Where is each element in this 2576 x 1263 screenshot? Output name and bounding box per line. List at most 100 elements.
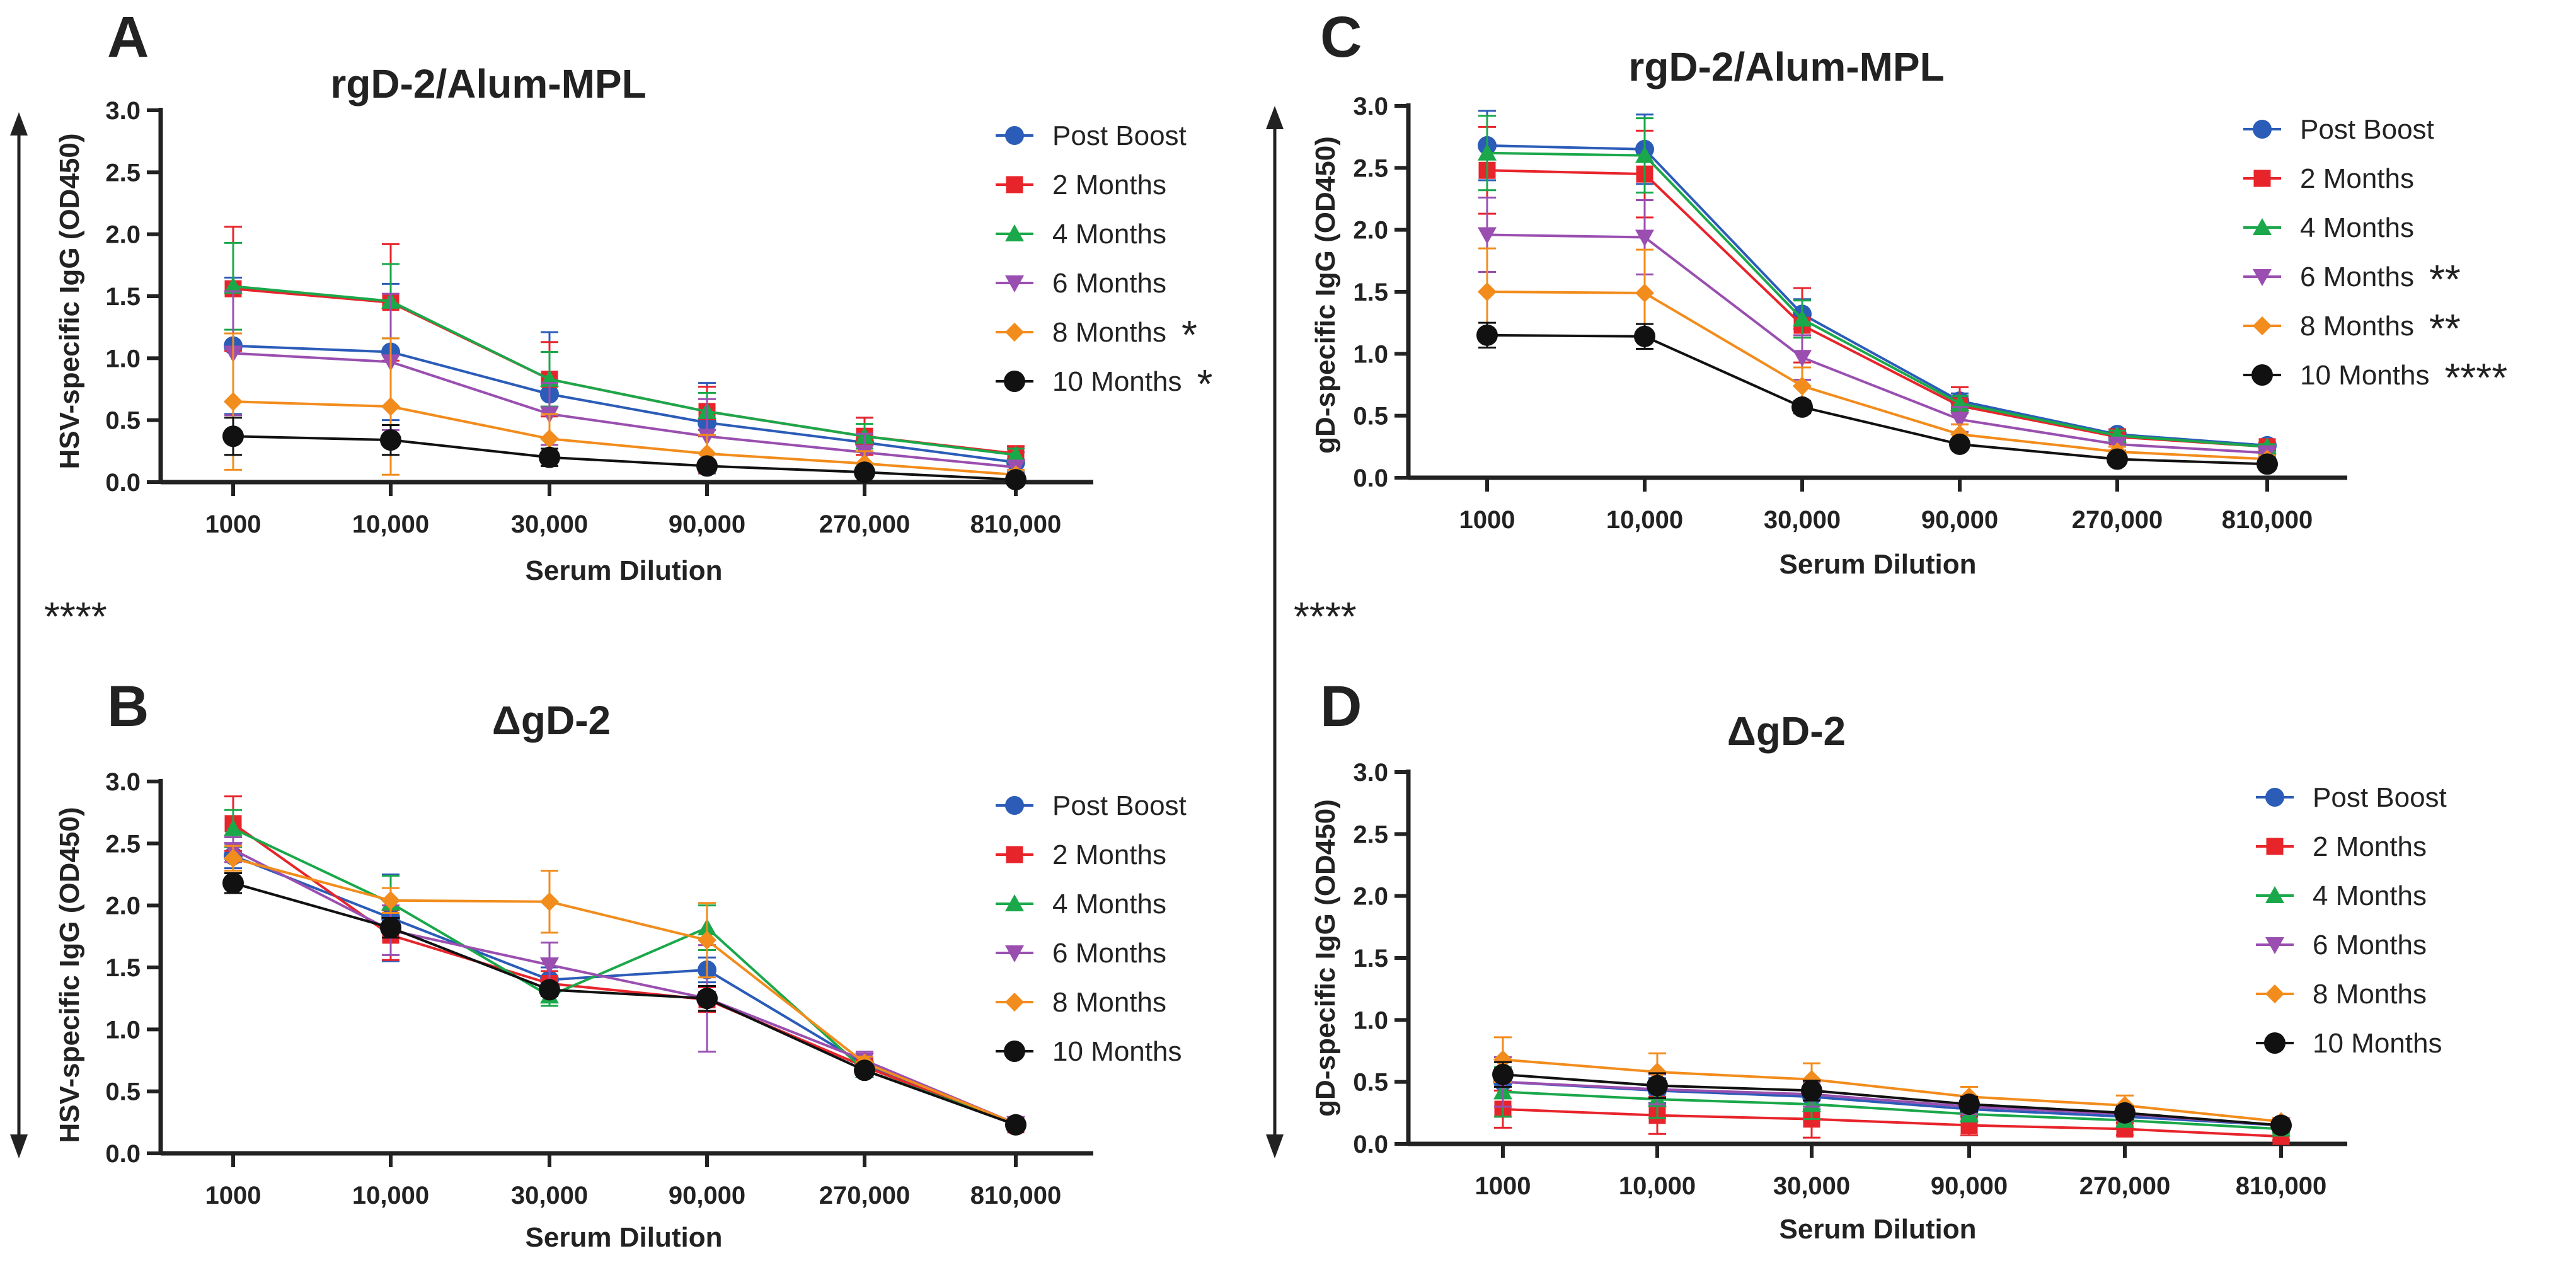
legend-item: Post Boost [996, 790, 1187, 821]
legend-marker [2253, 269, 2272, 286]
legend-marker [1005, 323, 1024, 342]
y-tick-label: 1.5 [105, 283, 141, 311]
legend: Post Boost 2 Months 4 Months 6 Months 8 Mont… [996, 120, 1212, 407]
legend-label: Post Boost [1052, 790, 1187, 821]
data-point [1647, 1075, 1668, 1097]
y-tick-label: 1.0 [105, 345, 141, 372]
x-tick-label: 10,000 [1619, 1172, 1696, 1200]
legend-label: 10 Months [1052, 1036, 1182, 1067]
series-10-months [1492, 1061, 2292, 1136]
series-line [233, 882, 1016, 1126]
legend-label: 4 Months [1052, 219, 1166, 250]
series-2-months [224, 795, 1025, 1134]
data-point [540, 957, 559, 975]
legend-marker [2253, 170, 2271, 187]
legend-item: 2 Months [2256, 831, 2427, 862]
plot-area: 0.0 0.5 1.0 1.5 2.0 2.5 3.0 1000 10,000 30,000 90,… [1353, 759, 2347, 1200]
legend-item: 8 Months ** [2243, 306, 2461, 351]
series-2-months [224, 226, 1025, 463]
x-tick-label: 10,000 [352, 1182, 429, 1209]
legend-label: 8 Months [1052, 987, 1166, 1018]
x-tick-label: 10,000 [1606, 506, 1683, 534]
y-tick-label: 1.5 [1353, 279, 1388, 306]
data-point [1801, 1080, 1822, 1102]
y-tick-label: 1.5 [1353, 945, 1388, 972]
x-axis-label: Serum Dilution [1780, 1214, 1977, 1245]
legend-marker [1005, 993, 1024, 1012]
legend-marker [1004, 1041, 1025, 1062]
legend-label: 2 Months [1052, 839, 1166, 870]
data-point [1006, 445, 1025, 463]
legend-marker [1005, 894, 1024, 911]
data-point [380, 917, 401, 939]
legend-label: 6 Months [1052, 938, 1166, 969]
y-tick-label: 0.0 [1353, 464, 1388, 492]
y-tick-label: 2.0 [1353, 217, 1388, 245]
x-tick-label: 30,000 [511, 510, 588, 538]
data-point [381, 397, 400, 417]
series-6-months [1478, 197, 2277, 463]
x-tick-label: 90,000 [669, 1182, 745, 1209]
data-point [381, 891, 400, 910]
y-tick-label: 2.0 [105, 221, 141, 249]
legend-item: 10 Months * [996, 361, 1212, 407]
legend-marker [2265, 788, 2284, 807]
x-tick-label: 1000 [205, 1182, 262, 1209]
x-tick-label: 90,000 [1921, 506, 1998, 534]
legend-significance: **** [2444, 355, 2507, 400]
legend-label: Post Boost [2300, 114, 2434, 145]
legend-label: 2 Months [2313, 831, 2427, 862]
data-point [696, 455, 718, 477]
legend-marker [1005, 126, 1024, 145]
data-point [1950, 412, 1969, 429]
legend-marker [2265, 937, 2284, 954]
x-tick-label: 90,000 [669, 510, 745, 538]
legend-item: Post Boost [2243, 114, 2434, 145]
series-line [1486, 333, 2268, 466]
data-point [1478, 282, 1497, 301]
y-tick-label: 2.5 [1353, 154, 1388, 182]
y-tick-label: 0.5 [1353, 403, 1388, 430]
legend-item: 2 Months [2243, 163, 2414, 194]
y-tick-label: 2.5 [1353, 821, 1388, 848]
series-line [1502, 1107, 2282, 1138]
chart-title: rgD-2/Alum-MPL [330, 61, 646, 107]
data-point [540, 429, 559, 449]
legend-marker [2251, 364, 2273, 386]
data-point [1635, 146, 1654, 163]
y-tick-label: 1.0 [1353, 1006, 1388, 1034]
x-tick-label: 810,000 [970, 510, 1062, 538]
data-point [1635, 229, 1654, 247]
right-comparison-bracket [1266, 106, 1284, 1158]
panel-letter: D [1320, 674, 1362, 739]
legend-item: 4 Months [996, 889, 1166, 920]
data-point [1791, 396, 1813, 418]
data-point [539, 979, 560, 1001]
legend-label: 10 Months [2313, 1028, 2442, 1059]
y-tick-label: 0.0 [105, 1140, 141, 1168]
x-tick-label: 270,000 [2079, 1172, 2171, 1200]
legend-marker [1005, 945, 1024, 962]
x-tick-label: 30,000 [511, 1182, 588, 1209]
x-tick-label: 270,000 [2072, 506, 2163, 534]
legend-label: 8 Months [2313, 979, 2427, 1010]
legend-marker [1005, 796, 1024, 815]
legend-item: 8 Months * [996, 312, 1197, 357]
legend-label: Post Boost [1052, 120, 1187, 151]
x-tick-label: 810,000 [970, 1182, 1062, 1209]
chart-title: ΔgD-2 [1727, 708, 1846, 754]
panel-b: B ΔgD-2 HSV-specific IgG (OD450) Serum D… [54, 674, 1187, 1253]
data-point [2107, 448, 2128, 470]
data-point [1493, 1050, 1512, 1070]
legend: Post Boost 2 Months 4 Months 6 Months 8 Mont… [2256, 782, 2447, 1059]
legend-marker [2265, 886, 2284, 903]
y-axis-label: gD-specific IgG (OD450) [1310, 799, 1341, 1117]
series-10-months [222, 417, 1026, 491]
legend: Post Boost 2 Months 4 Months 6 Months 8 Mont… [996, 790, 1187, 1067]
data-point [1793, 309, 1812, 327]
chart-title: ΔgD-2 [492, 698, 611, 743]
y-tick-label: 1.0 [1353, 340, 1388, 368]
legend-label: 4 Months [2313, 880, 2427, 911]
data-point [540, 892, 559, 911]
data-point [1005, 469, 1026, 491]
